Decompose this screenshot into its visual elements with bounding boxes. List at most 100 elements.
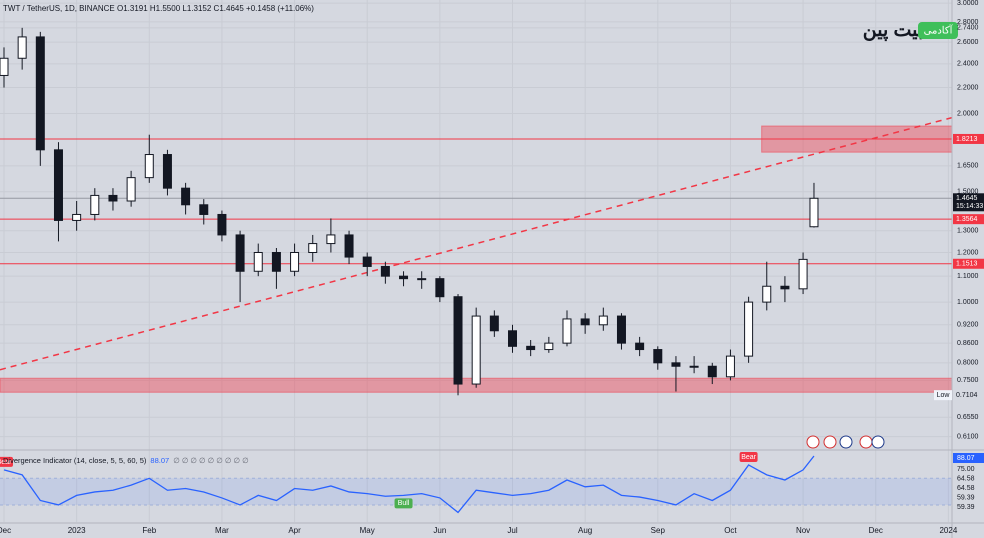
low-label-bg: [934, 390, 952, 401]
candle-body: [181, 187, 191, 206]
symbol: TWT / TetherUS, 1D, BINANCE: [3, 4, 115, 13]
x-tick-label: Dec: [869, 526, 883, 535]
candle-body: [217, 213, 227, 236]
annotation: Bear: [0, 459, 12, 466]
y-tick-label: 0.7500: [957, 377, 979, 384]
candle-body: [380, 265, 390, 277]
x-tick-label: Jul: [507, 526, 517, 535]
candle-body: [144, 154, 154, 179]
indicator-axis-label: 75.00: [957, 466, 975, 473]
x-tick-label: 2024: [939, 526, 957, 535]
x-tick-label: Apr: [288, 526, 301, 535]
candle-body: [544, 342, 554, 351]
candle-body: [253, 251, 263, 272]
annotation: Bull: [398, 500, 410, 507]
header: TWT / TetherUS, 1D, BINANCE O1.3191 H1.5…: [3, 4, 314, 13]
candle-body: [780, 285, 790, 290]
y-tick-label: 2.7400: [957, 25, 979, 32]
event-icon: [806, 435, 820, 449]
logo-badge-bg: [918, 22, 958, 39]
candle-body: [126, 177, 136, 202]
candle-body: [17, 36, 27, 59]
indicator-value-bg: [953, 453, 984, 463]
y-tick-label: 3.0000: [957, 0, 979, 7]
low-label: Low: [937, 392, 951, 399]
candle-body: [707, 365, 717, 378]
indicator-axis-label: 59.39: [957, 494, 975, 501]
x-tick-label: Dec: [0, 526, 11, 535]
y-tick-label: 1.1000: [957, 273, 979, 280]
candle-body: [53, 149, 63, 221]
candle-body: [489, 315, 499, 332]
price-label: 1.3564: [956, 216, 978, 223]
candle-body: [453, 296, 463, 385]
y-tick-label: 1.6500: [957, 163, 979, 170]
price-label-bg: [953, 133, 984, 144]
candle-body: [471, 315, 481, 385]
logo: بیت پین آکادمی: [863, 20, 958, 41]
y-tick-label: 1.2000: [957, 249, 979, 256]
x-tick-label: May: [360, 526, 375, 535]
y-tick-label: 0.8600: [957, 340, 979, 347]
ohlc-open: O1.3191: [117, 4, 148, 13]
annotation-bg: [0, 456, 13, 467]
candle-body: [598, 315, 608, 326]
annotation-bg: [394, 498, 413, 509]
event-icon: [859, 435, 873, 449]
y-tick-label: 2.6000: [957, 39, 979, 46]
price-label-bg: [953, 258, 984, 269]
candle-body: [90, 194, 100, 215]
low-value: 0.7104: [956, 392, 978, 399]
candle-body: [635, 342, 645, 351]
y-tick-label: 0.9200: [957, 322, 979, 329]
logo-badge: آکادمی: [924, 24, 954, 37]
indicator-last-value: 88.07: [150, 456, 169, 465]
x-tick-label: Feb: [142, 526, 156, 535]
candle-body: [689, 365, 699, 368]
y-tick-label: 2.2000: [957, 84, 979, 91]
x-tick-label: Oct: [724, 526, 737, 535]
candle-body: [72, 213, 82, 221]
candle-body: [326, 234, 336, 245]
indicator-placeholders: ∅ ∅ ∅ ∅ ∅ ∅ ∅ ∅ ∅: [173, 456, 249, 465]
y-tick-label: 0.8000: [957, 360, 979, 367]
x-tick-label: 2023: [68, 526, 86, 535]
annotation: Bear: [741, 454, 756, 461]
annotation-bg: [739, 451, 758, 462]
countdown: 15:14:33: [956, 203, 983, 210]
indicator-axis-label: 59.39: [957, 504, 975, 511]
event-icon: [823, 435, 837, 449]
logo-name: بیت پین: [863, 20, 923, 41]
indicator-title: Divergence Indicator (14, close, 5, 5, 6…: [3, 456, 147, 465]
price-label: 1.4645: [956, 195, 978, 202]
candle-body: [308, 243, 318, 253]
candle-body: [725, 355, 735, 378]
y-tick-label: 1.0000: [957, 299, 979, 306]
candle-body: [35, 36, 45, 151]
ohlc-close: C1.4645: [214, 4, 245, 13]
y-tick-label: 2.8000: [957, 19, 979, 26]
price-label-bg: [953, 193, 984, 212]
indicator-line: [3, 455, 815, 514]
x-tick-label: Jun: [433, 526, 446, 535]
x-tick-label: Nov: [796, 526, 810, 535]
candle-body: [0, 57, 9, 76]
candle-body: [580, 318, 590, 326]
y-tick-label: 2.4000: [957, 61, 979, 68]
candle-body: [653, 349, 663, 364]
candle-body: [235, 234, 245, 272]
event-icons: [806, 435, 885, 449]
x-tick-label: Sep: [651, 526, 666, 535]
candle-body: [417, 278, 427, 281]
indicator-axis-label: 64.58: [957, 485, 975, 492]
y-tick-label: 1.5000: [957, 189, 979, 196]
candle-body: [744, 301, 754, 357]
candle-body: [762, 285, 772, 303]
y-tick-label: 0.6550: [957, 414, 979, 421]
ohlc-change: +0.1458 (+11.06%): [246, 4, 314, 13]
candle-body: [108, 194, 118, 202]
ohlc-high: H1.5500: [150, 4, 181, 13]
indicator-axis-label: 64.58: [957, 475, 975, 482]
